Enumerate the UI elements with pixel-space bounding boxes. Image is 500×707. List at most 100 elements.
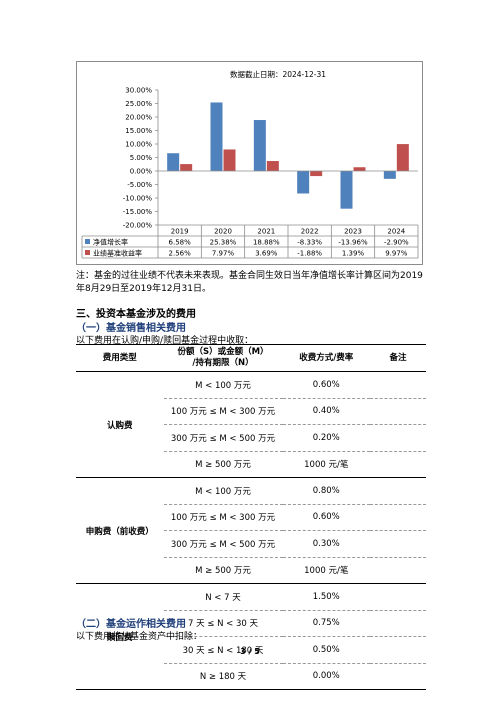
table-row: 300 万元 ≤ M < 500 万元 0.30%	[76, 530, 426, 558]
table-row: 申购费（前收费） M < 100 万元 0.80%	[76, 477, 426, 584]
y-tick-label: 0.00%	[130, 168, 153, 176]
data-label: -1.88%	[297, 250, 322, 258]
section-title: 三、投资本基金涉及的费用	[76, 309, 196, 320]
performance-note: 注：基金的过往业绩不代表未来表现。基金合同生效日当年净值增长率计算区间为2019…	[76, 271, 423, 294]
y-tick-label: -10.00%	[123, 195, 153, 203]
y-tick-label: 25.00%	[125, 100, 152, 108]
y-tick-label: 30.00%	[125, 87, 152, 95]
range-cell: N < 7 天	[163, 583, 283, 611]
table-row: 100 万元 ≤ M < 300 万元 0.40%	[76, 398, 426, 425]
remark-cell	[370, 424, 426, 452]
header-rate: 收费方式/费率	[282, 344, 370, 372]
data-label: 6.58%	[169, 239, 192, 247]
rate-cell: 0.80%	[282, 477, 370, 505]
table-row: 7 天 ≤ N < 30 天 0.75%	[76, 610, 426, 637]
data-label: 25.38%	[210, 239, 237, 247]
table-row: 认购费 M < 100 万元 0.60%	[76, 371, 426, 478]
legend-swatch	[85, 239, 90, 244]
bar-nav-growth	[297, 171, 310, 194]
data-label: 2.56%	[169, 250, 192, 258]
bar-nav-growth	[253, 120, 266, 171]
remark-cell	[370, 663, 426, 690]
remark-cell	[370, 636, 426, 664]
data-label: -2.90%	[384, 239, 409, 247]
x-tick-label: 2019	[171, 228, 189, 236]
header-remark: 备注	[370, 344, 426, 372]
bar-benchmark	[180, 164, 193, 171]
range-cell: M ≥ 500 万元	[163, 557, 283, 584]
range-cell: M < 100 万元	[163, 371, 283, 399]
table-row: M ≥ 500 万元 1000 元/笔	[76, 557, 426, 584]
remark-cell	[370, 398, 426, 425]
rate-cell: 1.50%	[282, 583, 370, 611]
range-cell: N ≥ 180 天	[163, 663, 283, 690]
bar-benchmark	[266, 161, 279, 171]
x-tick-label: 2022	[301, 228, 319, 236]
y-tick-label: 20.00%	[125, 114, 152, 122]
range-cell: M < 100 万元	[163, 477, 283, 505]
subsection-operation-fees-title: （二）基金运作相关费用	[76, 619, 186, 630]
remark-cell	[370, 504, 426, 531]
header-range-line2: /持有期限（N）	[192, 358, 254, 368]
legend-label: 净值增长率	[93, 238, 128, 247]
fee-category-cell: 申购费（前收费）	[76, 477, 164, 584]
bar-nav-growth	[210, 102, 223, 171]
header-fee-type: 费用类型	[76, 344, 164, 372]
fee-category-cell: 认购费	[76, 371, 164, 478]
y-tick-label: -15.00%	[123, 208, 153, 216]
bar-nav-growth	[340, 171, 353, 209]
table-row: N ≥ 180 天 0.00%	[76, 663, 426, 690]
range-cell: 300 万元 ≤ M < 500 万元	[163, 424, 283, 452]
chart-title: 数据截止日期：2024-12-31	[230, 69, 326, 79]
fee-table: 费用类型 份额（S）或金额（M） /持有期限（N） 收费方式/费率 备注 认购费…	[76, 344, 426, 690]
sales-fees-intro: 以下费用在认购/申购/赎回基金过程中收取：	[76, 336, 254, 346]
header-range-line1: 份额（S）或金额（M）	[177, 347, 269, 357]
x-tick-label: 2024	[387, 228, 405, 236]
x-tick-label: 2020	[214, 228, 232, 236]
data-label: 7.97%	[212, 250, 235, 258]
bar-nav-growth	[167, 153, 180, 171]
y-tick-label: -5.00%	[127, 181, 152, 189]
x-tick-label: 2023	[344, 228, 362, 236]
y-tick-label: 15.00%	[125, 127, 152, 135]
rate-cell: 0.60%	[282, 504, 370, 531]
rate-cell: 0.20%	[282, 424, 370, 452]
rate-cell: 0.30%	[282, 530, 370, 558]
rate-cell: 1000 元/笔	[282, 451, 370, 478]
range-cell: 100 万元 ≤ M < 300 万元	[163, 504, 283, 531]
bar-chart-svg: 数据截止日期：2024-12-31 30.00% 25.00% 20.00% 15.00…	[81, 69, 419, 259]
remark-cell	[370, 451, 426, 478]
rate-cell: 0.75%	[282, 610, 370, 637]
bar-nav-growth	[383, 171, 396, 179]
performance-chart: 数据截止日期：2024-12-31 30.00% 25.00% 20.00% 15.00…	[76, 61, 423, 265]
table-row: 30 天 ≤ N < 180 天 0.50%	[76, 636, 426, 664]
data-label: -13.96%	[338, 239, 368, 247]
table-row: M ≥ 500 万元 1000 元/笔	[76, 451, 426, 478]
y-tick-label: -20.00%	[123, 222, 153, 230]
fee-category-cell: 赎回费	[76, 583, 164, 690]
subsection-sales-fees-title: （一）基金销售相关费用	[76, 323, 186, 334]
page-number: 3 / 5	[240, 647, 260, 656]
range-cell: M ≥ 500 万元	[163, 451, 283, 478]
range-cell: 100 万元 ≤ M < 300 万元	[163, 398, 283, 425]
data-label: 1.39%	[342, 250, 365, 258]
y-tick-label: 5.00%	[130, 154, 153, 162]
rate-cell: 0.60%	[282, 371, 370, 399]
remark-cell	[370, 477, 426, 505]
rate-cell: 0.40%	[282, 398, 370, 425]
remark-cell	[370, 610, 426, 637]
range-cell: 7 天 ≤ N < 30 天	[163, 610, 283, 637]
remark-cell	[370, 583, 426, 611]
legend-label: 业绩基准收益率	[93, 249, 142, 258]
bar-benchmark	[396, 144, 409, 171]
bar-benchmark	[223, 149, 236, 171]
rate-cell: 1000 元/笔	[282, 557, 370, 584]
rate-cell: 0.00%	[282, 663, 370, 690]
fee-table-header-row: 费用类型 份额（S）或金额（M） /持有期限（N） 收费方式/费率 备注	[76, 344, 426, 372]
remark-cell	[370, 530, 426, 558]
range-cell: 300 万元 ≤ M < 500 万元	[163, 530, 283, 558]
legend-swatch	[85, 250, 90, 255]
data-label: 18.88%	[253, 239, 280, 247]
y-tick-label: 10.00%	[125, 141, 152, 149]
table-row: 300 万元 ≤ M < 500 万元 0.20%	[76, 424, 426, 452]
